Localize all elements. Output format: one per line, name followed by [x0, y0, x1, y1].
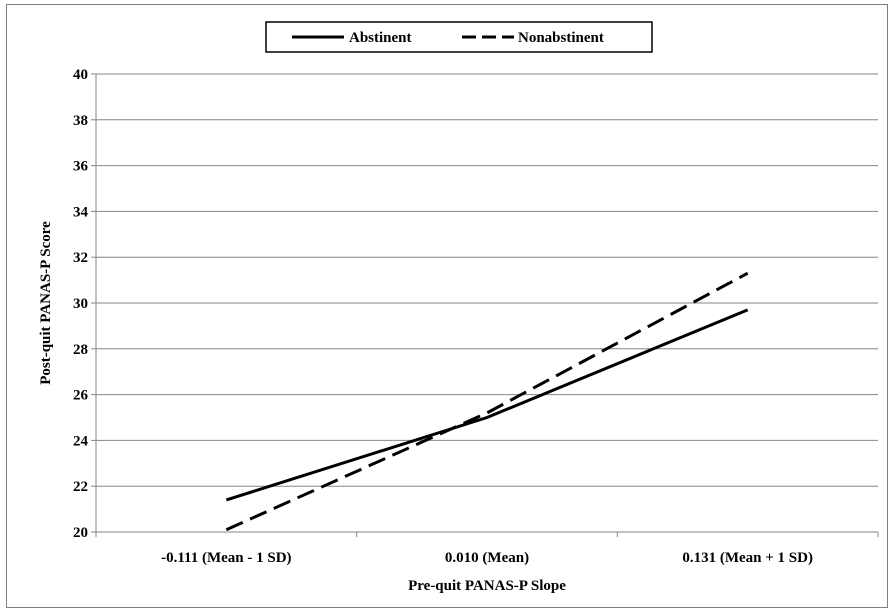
y-tick-label-30: 30 — [73, 296, 88, 312]
y-tick-label-24: 24 — [73, 433, 89, 449]
x-axis-title: Pre-quit PANAS-P Slope — [408, 578, 566, 594]
y-tick-label-34: 34 — [73, 204, 89, 220]
x-tick-labels: -0.111 (Mean - 1 SD) 0.010 (Mean) 0.131 (M… — [161, 550, 813, 566]
legend-label-abstinent: Abstinent — [349, 30, 412, 46]
y-tick-label-28: 28 — [73, 342, 88, 358]
y-tick-label-22: 22 — [73, 479, 88, 495]
legend: Abstinent Nonabstinent — [265, 21, 653, 53]
y-tick-label-38: 38 — [73, 113, 88, 129]
series-line-nonabstinent — [225, 271, 749, 532]
x-tick-label-1: 0.010 (Mean) — [445, 550, 529, 566]
axes — [91, 73, 879, 537]
series-line-abstinent — [225, 308, 749, 502]
y-tick-label-40: 40 — [73, 67, 88, 83]
y-tick-label-20: 20 — [73, 525, 88, 541]
y-axis-title: Post-quit PANAS-P Score — [38, 221, 54, 385]
series-lines — [225, 271, 749, 532]
chart-frame — [6, 4, 888, 608]
x-tick-label-2: 0.131 (Mean + 1 SD) — [682, 550, 813, 566]
legend-label-nonabstinent: Nonabstinent — [518, 30, 604, 46]
y-tick-label-26: 26 — [73, 388, 89, 404]
y-tick-labels: 20 22 24 26 28 30 32 34 36 38 40 — [73, 67, 89, 541]
gridlines — [96, 73, 878, 487]
x-tick-label-0: -0.111 (Mean - 1 SD) — [161, 550, 291, 566]
y-tick-label-32: 32 — [73, 250, 88, 266]
y-tick-label-36: 36 — [73, 159, 89, 175]
